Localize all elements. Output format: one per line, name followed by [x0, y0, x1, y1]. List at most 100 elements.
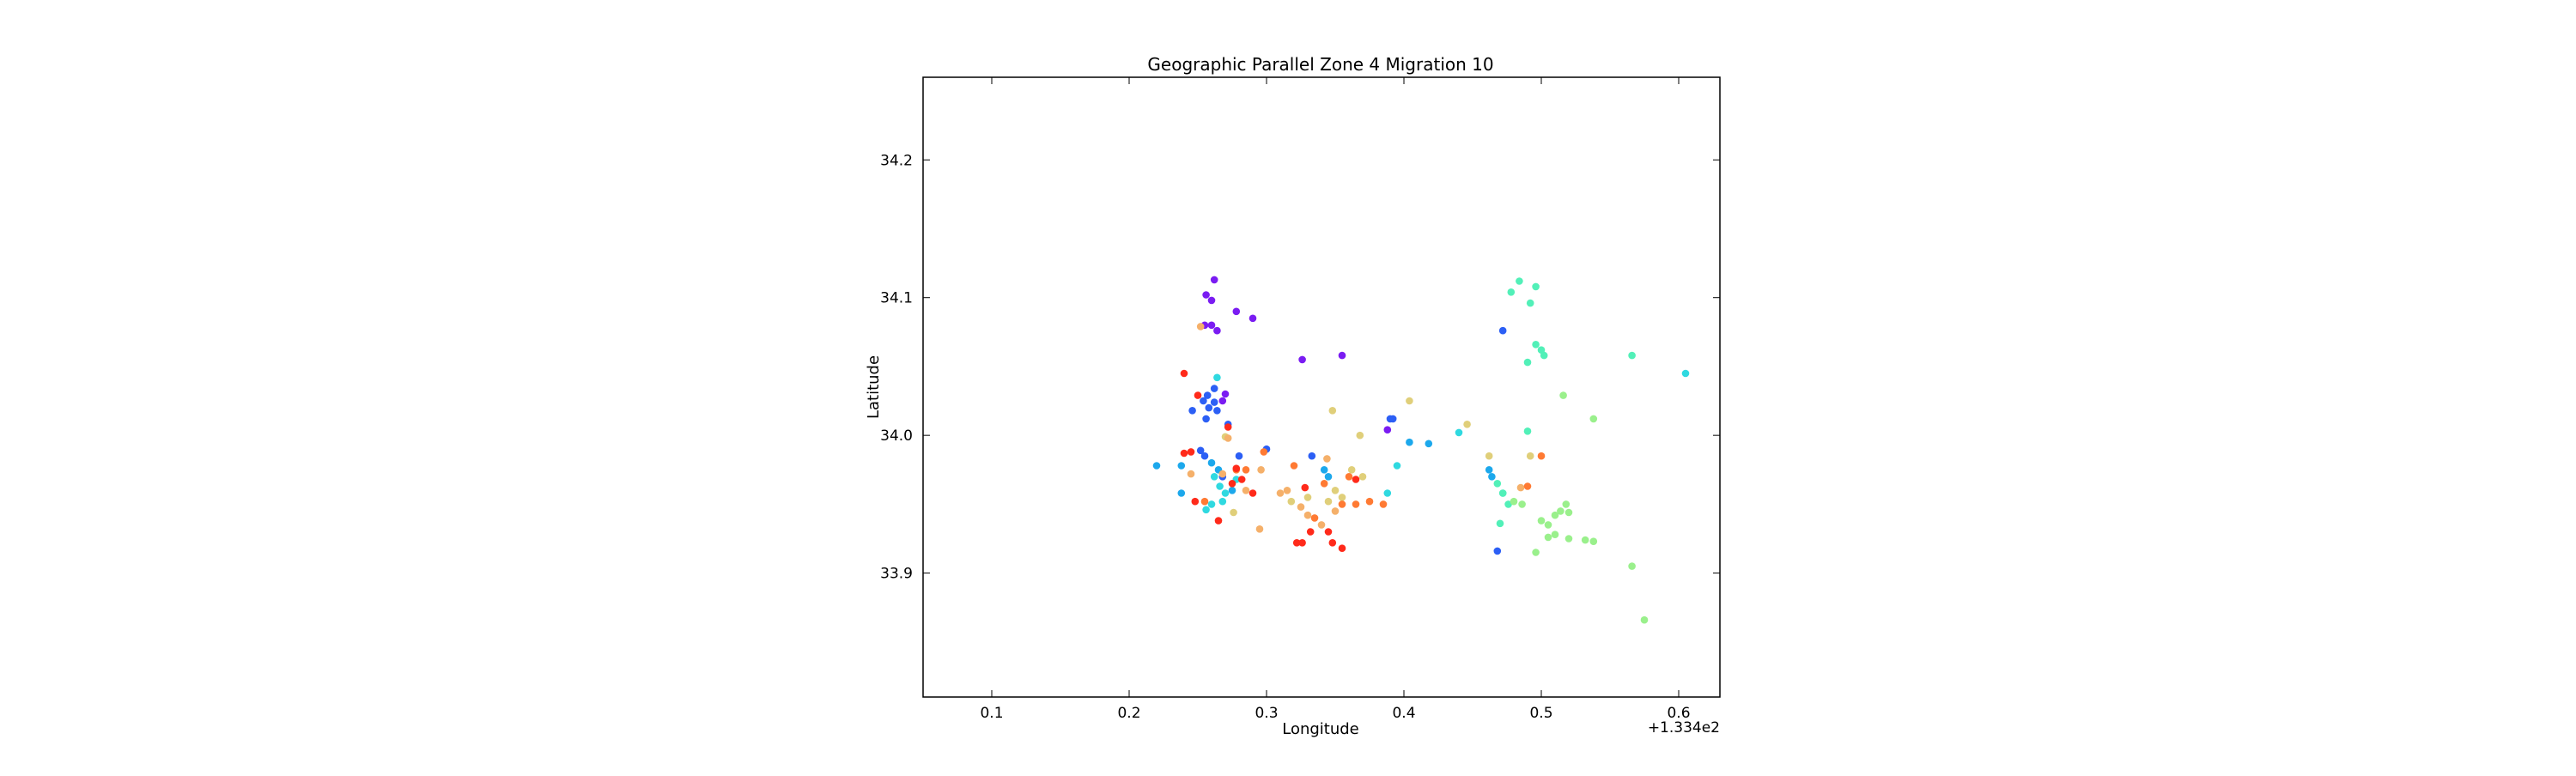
- data-point: [1213, 373, 1221, 382]
- data-point: [1523, 427, 1532, 435]
- y-tick-label: 34.0: [880, 427, 913, 445]
- data-point: [1526, 299, 1534, 307]
- data-point: [1276, 489, 1285, 497]
- data-point: [1303, 511, 1312, 519]
- data-point: [1564, 508, 1573, 517]
- data-point: [1406, 397, 1413, 405]
- y-tick-label: 33.9: [880, 566, 913, 583]
- x-tick-label: 0.6: [1667, 705, 1690, 722]
- data-point: [1216, 482, 1224, 490]
- chart-title: Geographic Parallel Zone 4 Migration 10: [1147, 54, 1493, 75]
- data-point: [1406, 438, 1413, 446]
- data-point: [1320, 480, 1328, 488]
- data-point: [1331, 507, 1340, 515]
- data-point: [1207, 321, 1216, 330]
- data-point: [1544, 521, 1552, 529]
- data-point: [1207, 500, 1216, 508]
- data-point: [1242, 466, 1250, 474]
- data-point: [1516, 277, 1523, 285]
- data-point: [1532, 549, 1540, 556]
- data-point: [1207, 458, 1216, 467]
- data-point: [1188, 407, 1196, 415]
- data-point: [1224, 434, 1232, 442]
- data-point: [1292, 539, 1301, 547]
- data-point: [1379, 500, 1388, 508]
- y-tick-label: 34.2: [880, 152, 913, 169]
- data-point: [1551, 511, 1559, 519]
- data-point: [1242, 487, 1250, 494]
- data-point: [1218, 497, 1227, 506]
- y-axis-label: Latitude: [865, 355, 883, 419]
- data-point: [1207, 296, 1216, 305]
- data-point: [1526, 452, 1534, 460]
- x-tick-label: 0.1: [980, 705, 1003, 722]
- data-point: [1235, 452, 1243, 460]
- data-point: [1324, 528, 1333, 536]
- data-point: [1628, 351, 1636, 360]
- data-point: [1562, 500, 1571, 508]
- data-point: [1589, 415, 1598, 423]
- data-point: [1290, 462, 1298, 470]
- data-point: [1301, 483, 1309, 492]
- data-point: [1180, 369, 1188, 378]
- x-tick-label: 0.3: [1255, 705, 1278, 722]
- data-point: [1210, 276, 1218, 284]
- data-point: [1383, 426, 1392, 434]
- data-point: [1187, 470, 1195, 478]
- data-point: [1338, 351, 1346, 360]
- data-point: [1221, 390, 1230, 398]
- data-point: [1320, 466, 1328, 474]
- data-point: [1180, 449, 1188, 458]
- data-point: [1537, 346, 1546, 355]
- data-point: [1551, 530, 1559, 538]
- data-point: [1287, 497, 1296, 506]
- data-point: [1255, 525, 1264, 533]
- x-axis-ticks: 0.1 0.2 0.3 0.4 0.5 0.6: [980, 77, 1691, 722]
- data-point: [1540, 351, 1548, 360]
- data-point: [1425, 440, 1433, 448]
- data-point: [1537, 452, 1546, 460]
- data-point: [1218, 397, 1227, 405]
- x-axis-offset-label: +1.334e2: [1648, 719, 1720, 737]
- data-point: [1347, 466, 1356, 474]
- data-point: [1559, 391, 1567, 399]
- data-point: [1358, 473, 1367, 481]
- x-tick-label: 0.2: [1117, 705, 1140, 722]
- data-point: [1338, 544, 1346, 552]
- plot-frame: [922, 76, 1721, 698]
- data-point: [1628, 562, 1636, 570]
- data-point: [1345, 473, 1353, 481]
- data-point: [1498, 489, 1507, 497]
- points-layer: [1152, 276, 1690, 624]
- data-point: [1681, 369, 1690, 378]
- data-point: [1498, 326, 1507, 335]
- data-point: [1308, 452, 1316, 460]
- data-point: [1303, 494, 1312, 501]
- data-point: [1221, 489, 1230, 497]
- data-point: [1589, 537, 1598, 545]
- data-point: [1365, 497, 1374, 506]
- data-point: [1310, 514, 1319, 522]
- data-point: [1298, 539, 1306, 547]
- data-point: [1581, 536, 1589, 544]
- data-point: [1386, 415, 1394, 423]
- data-point: [1177, 462, 1186, 470]
- data-point: [1537, 517, 1546, 524]
- data-point: [1210, 385, 1218, 392]
- data-point: [1564, 535, 1573, 543]
- data-point: [1298, 355, 1306, 364]
- x-tick-label: 0.4: [1392, 705, 1415, 722]
- data-point: [1352, 500, 1360, 508]
- data-point: [1257, 466, 1265, 474]
- data-point: [1328, 539, 1337, 547]
- data-point: [1202, 415, 1210, 423]
- data-point: [1324, 497, 1333, 506]
- data-point: [1202, 506, 1210, 514]
- data-point: [1213, 407, 1221, 415]
- data-point: [1352, 476, 1360, 483]
- data-point: [1210, 473, 1218, 481]
- data-point: [1516, 483, 1525, 492]
- data-point: [1214, 517, 1223, 524]
